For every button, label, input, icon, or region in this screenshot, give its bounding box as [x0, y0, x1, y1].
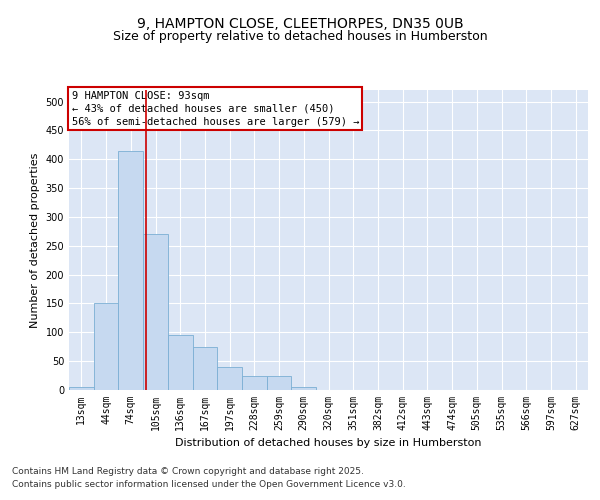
Text: Contains public sector information licensed under the Open Government Licence v3: Contains public sector information licen… — [12, 480, 406, 489]
Bar — [242, 376, 267, 390]
Text: 9 HAMPTON CLOSE: 93sqm
← 43% of detached houses are smaller (450)
56% of semi-de: 9 HAMPTON CLOSE: 93sqm ← 43% of detached… — [71, 90, 359, 127]
Bar — [69, 387, 94, 390]
Bar — [143, 234, 168, 390]
Text: Contains HM Land Registry data © Crown copyright and database right 2025.: Contains HM Land Registry data © Crown c… — [12, 467, 364, 476]
Bar — [118, 150, 143, 390]
Bar — [217, 367, 242, 390]
Bar — [193, 346, 217, 390]
Text: 9, HAMPTON CLOSE, CLEETHORPES, DN35 0UB: 9, HAMPTON CLOSE, CLEETHORPES, DN35 0UB — [137, 18, 463, 32]
Bar — [168, 335, 193, 390]
X-axis label: Distribution of detached houses by size in Humberston: Distribution of detached houses by size … — [175, 438, 482, 448]
Bar — [267, 376, 292, 390]
Bar — [292, 387, 316, 390]
Y-axis label: Number of detached properties: Number of detached properties — [30, 152, 40, 328]
Bar — [94, 304, 118, 390]
Text: Size of property relative to detached houses in Humberston: Size of property relative to detached ho… — [113, 30, 487, 43]
